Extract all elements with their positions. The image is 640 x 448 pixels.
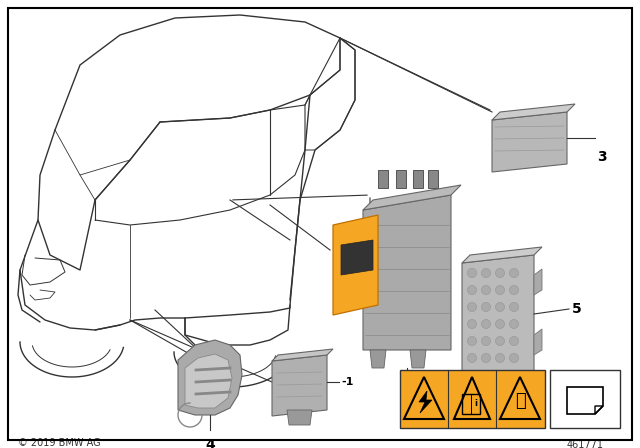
Circle shape: [467, 268, 477, 277]
Circle shape: [481, 353, 490, 362]
Polygon shape: [419, 391, 432, 413]
Polygon shape: [333, 215, 378, 315]
Circle shape: [467, 353, 477, 362]
Polygon shape: [534, 329, 542, 355]
Polygon shape: [462, 247, 542, 263]
Polygon shape: [363, 195, 451, 350]
Bar: [400, 370, 545, 428]
Text: 3: 3: [597, 150, 607, 164]
Polygon shape: [178, 340, 242, 415]
Circle shape: [509, 336, 518, 345]
Circle shape: [467, 336, 477, 345]
Bar: [462, 394, 480, 414]
Circle shape: [467, 319, 477, 328]
Polygon shape: [410, 350, 426, 368]
Text: i: i: [474, 400, 477, 409]
Circle shape: [481, 319, 490, 328]
Circle shape: [495, 353, 504, 362]
Circle shape: [495, 268, 504, 277]
Circle shape: [495, 336, 504, 345]
Circle shape: [467, 302, 477, 311]
Text: 461771: 461771: [566, 440, 604, 448]
Bar: [396, 170, 406, 188]
Circle shape: [495, 285, 504, 294]
Bar: [378, 170, 388, 188]
Polygon shape: [272, 355, 327, 416]
Polygon shape: [287, 410, 312, 425]
Circle shape: [481, 285, 490, 294]
Circle shape: [509, 268, 518, 277]
Polygon shape: [462, 255, 534, 381]
Polygon shape: [272, 349, 333, 361]
Polygon shape: [370, 350, 386, 368]
Circle shape: [481, 336, 490, 345]
Circle shape: [467, 285, 477, 294]
Text: -1: -1: [341, 377, 353, 387]
Text: 2: 2: [402, 395, 412, 409]
Text: 4: 4: [205, 438, 215, 448]
Bar: [413, 170, 423, 188]
Polygon shape: [492, 104, 575, 120]
Circle shape: [509, 302, 518, 311]
Polygon shape: [363, 185, 461, 210]
Polygon shape: [341, 240, 373, 275]
Bar: [428, 170, 438, 188]
Circle shape: [481, 302, 490, 311]
Bar: [550, 370, 620, 428]
Circle shape: [509, 353, 518, 362]
Circle shape: [481, 268, 490, 277]
Polygon shape: [492, 112, 567, 172]
Circle shape: [495, 302, 504, 311]
Polygon shape: [534, 269, 542, 295]
Text: © 2019 BMW AG: © 2019 BMW AG: [18, 438, 100, 448]
Circle shape: [509, 319, 518, 328]
Polygon shape: [185, 354, 232, 408]
Text: 5: 5: [572, 302, 582, 316]
Circle shape: [509, 285, 518, 294]
Circle shape: [495, 319, 504, 328]
Text: ✋: ✋: [515, 392, 525, 410]
